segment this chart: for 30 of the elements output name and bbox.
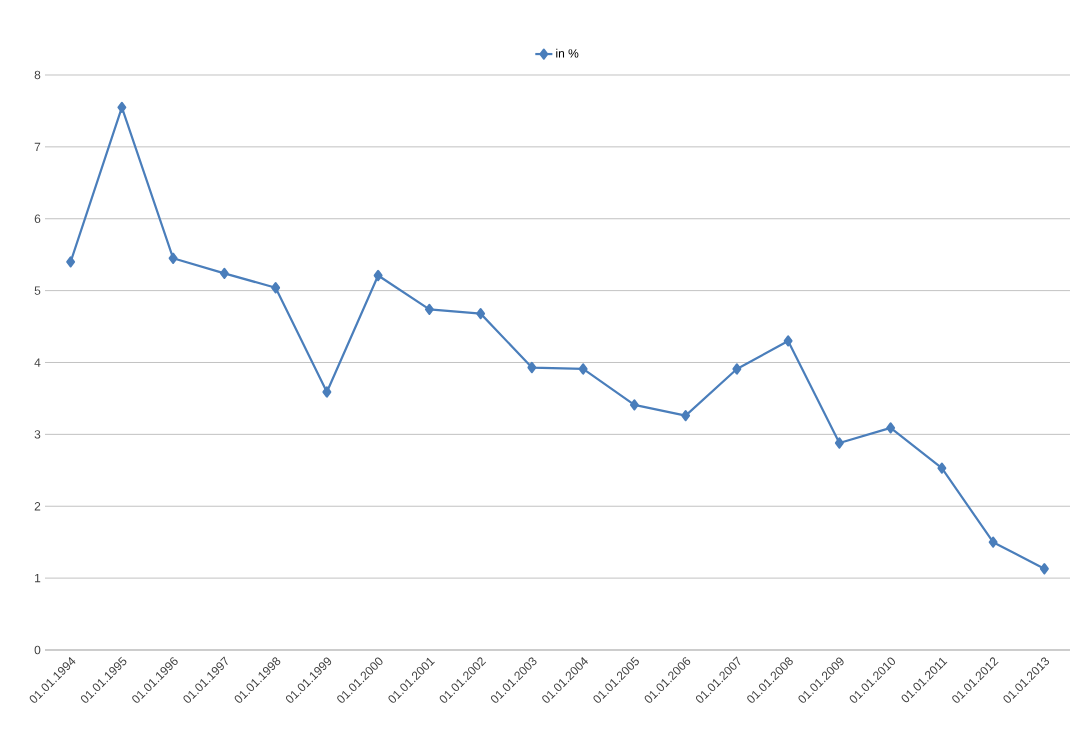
- point: [578, 363, 588, 375]
- y-tick-label: 1: [35, 574, 41, 583]
- y-tick-label: 0: [34, 645, 41, 655]
- legend-label: in %: [556, 48, 579, 58]
- point: [681, 410, 691, 422]
- point: [219, 267, 229, 279]
- point: [1039, 563, 1049, 575]
- point: [629, 399, 639, 411]
- point: [937, 462, 947, 474]
- y-tick-label: 6: [34, 214, 41, 223]
- point: [476, 308, 486, 320]
- y-tick-label: 8: [34, 70, 41, 80]
- point: [527, 361, 537, 374]
- y-tick-label: 3: [34, 430, 41, 439]
- point: [834, 437, 844, 449]
- y-tick-label: 7: [34, 142, 41, 151]
- point: [886, 422, 896, 434]
- point: [988, 536, 998, 548]
- point: [424, 303, 434, 315]
- point: [373, 269, 383, 282]
- y-tick-label: 2: [34, 502, 41, 511]
- point: [322, 386, 332, 398]
- point: [271, 282, 281, 294]
- point: [783, 335, 793, 347]
- point: [66, 256, 76, 268]
- y-tick-label: 4: [34, 358, 41, 367]
- point: [168, 252, 178, 264]
- y-tick-label: 5: [34, 286, 41, 295]
- point: [117, 101, 127, 113]
- point: [732, 363, 742, 375]
